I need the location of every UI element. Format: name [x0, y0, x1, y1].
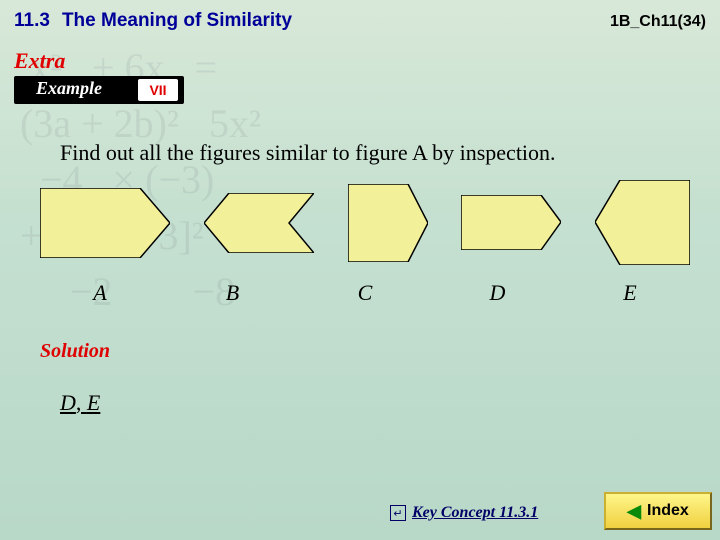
answer-sep: , [76, 390, 87, 415]
figure-label: D [438, 280, 558, 306]
section-number: 11.3 [14, 10, 50, 31]
figure-label: A [40, 280, 160, 306]
header: 11.3 The Meaning of Similarity 1B_Ch11(3… [14, 10, 706, 32]
question-text: Find out all the figures similar to figu… [60, 140, 556, 166]
solution-answer: D, E [60, 390, 100, 416]
key-concept-link[interactable]: ↵ Key Concept 11.3.1 [390, 504, 538, 522]
figure-label: E [570, 280, 690, 306]
section-title: The Meaning of Similarity [62, 10, 292, 31]
arrow-left-icon: ◀ [627, 501, 641, 522]
answer-part: E [87, 390, 100, 415]
example-label: Example [36, 78, 102, 99]
figure-label: B [173, 280, 293, 306]
key-concept-text: Key Concept 11.3.1 [412, 504, 538, 522]
index-button-label: Index [647, 502, 689, 520]
figure-label: C [305, 280, 425, 306]
extra-example-badge: Extra Example VII [14, 48, 184, 104]
figure-shape [204, 193, 314, 253]
figures-row [40, 180, 690, 265]
example-number-badge: VII [138, 79, 178, 101]
figure-shape [595, 180, 690, 265]
solution-label: Solution [40, 340, 110, 363]
page-reference: 1B_Ch11(34) [610, 13, 706, 31]
figure-shape [40, 188, 170, 258]
figure-labels-row: ABCDE [40, 280, 690, 306]
figure-shape [461, 195, 561, 250]
return-icon: ↵ [390, 505, 406, 521]
index-button[interactable]: ◀ Index [604, 492, 712, 530]
answer-part: D [60, 390, 76, 415]
figure-shape [348, 184, 428, 262]
extra-label: Extra [14, 48, 184, 74]
